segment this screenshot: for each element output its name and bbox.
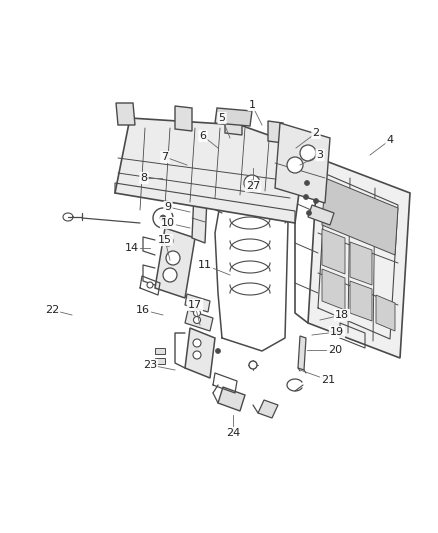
Circle shape [304,181,310,185]
Circle shape [215,349,220,353]
Text: 6: 6 [199,131,206,141]
Polygon shape [350,281,372,321]
Text: 17: 17 [188,300,202,310]
Text: 20: 20 [328,345,342,355]
Polygon shape [192,170,208,243]
Text: 24: 24 [226,428,240,438]
Text: 22: 22 [45,305,59,315]
Circle shape [193,339,201,347]
Polygon shape [115,118,305,223]
Text: 2: 2 [312,128,320,138]
Polygon shape [258,400,278,418]
Polygon shape [185,310,213,331]
Text: 9: 9 [164,202,172,212]
Circle shape [249,361,257,369]
Circle shape [307,211,311,215]
Text: 14: 14 [125,243,139,253]
Circle shape [163,268,177,282]
Circle shape [244,175,260,191]
Text: 3: 3 [317,150,324,160]
Text: 5: 5 [219,113,226,123]
Polygon shape [308,205,334,225]
Circle shape [160,215,166,221]
Text: 7: 7 [162,152,169,162]
Polygon shape [218,387,245,411]
Polygon shape [322,178,398,255]
Text: 4: 4 [386,135,394,145]
Circle shape [194,317,201,324]
Polygon shape [155,228,195,298]
Circle shape [163,236,173,246]
Circle shape [304,195,308,199]
Polygon shape [215,108,252,126]
Circle shape [287,157,303,173]
Circle shape [300,145,316,161]
Text: 11: 11 [198,260,212,270]
Polygon shape [225,111,242,135]
Text: 10: 10 [161,218,175,228]
Circle shape [314,198,318,204]
Polygon shape [185,328,215,378]
Text: 19: 19 [330,327,344,337]
Text: 18: 18 [335,310,349,320]
Text: 16: 16 [136,305,150,315]
Polygon shape [376,295,395,331]
Polygon shape [155,348,165,354]
Text: 27: 27 [246,181,260,191]
Polygon shape [322,229,345,274]
Polygon shape [298,336,306,370]
Text: 21: 21 [321,375,335,385]
Circle shape [166,251,180,265]
Polygon shape [350,242,372,285]
Circle shape [194,310,201,317]
Circle shape [249,180,255,186]
Polygon shape [185,294,210,312]
Polygon shape [322,269,345,310]
Polygon shape [175,106,192,131]
Text: 8: 8 [141,173,148,183]
Polygon shape [155,358,165,364]
Circle shape [193,351,201,359]
Polygon shape [116,103,135,125]
Text: 23: 23 [143,360,157,370]
Text: 1: 1 [248,100,255,110]
Circle shape [147,282,153,288]
Polygon shape [275,123,330,203]
Polygon shape [308,158,410,358]
Text: 15: 15 [158,235,172,245]
Polygon shape [268,121,283,143]
Circle shape [153,208,173,228]
